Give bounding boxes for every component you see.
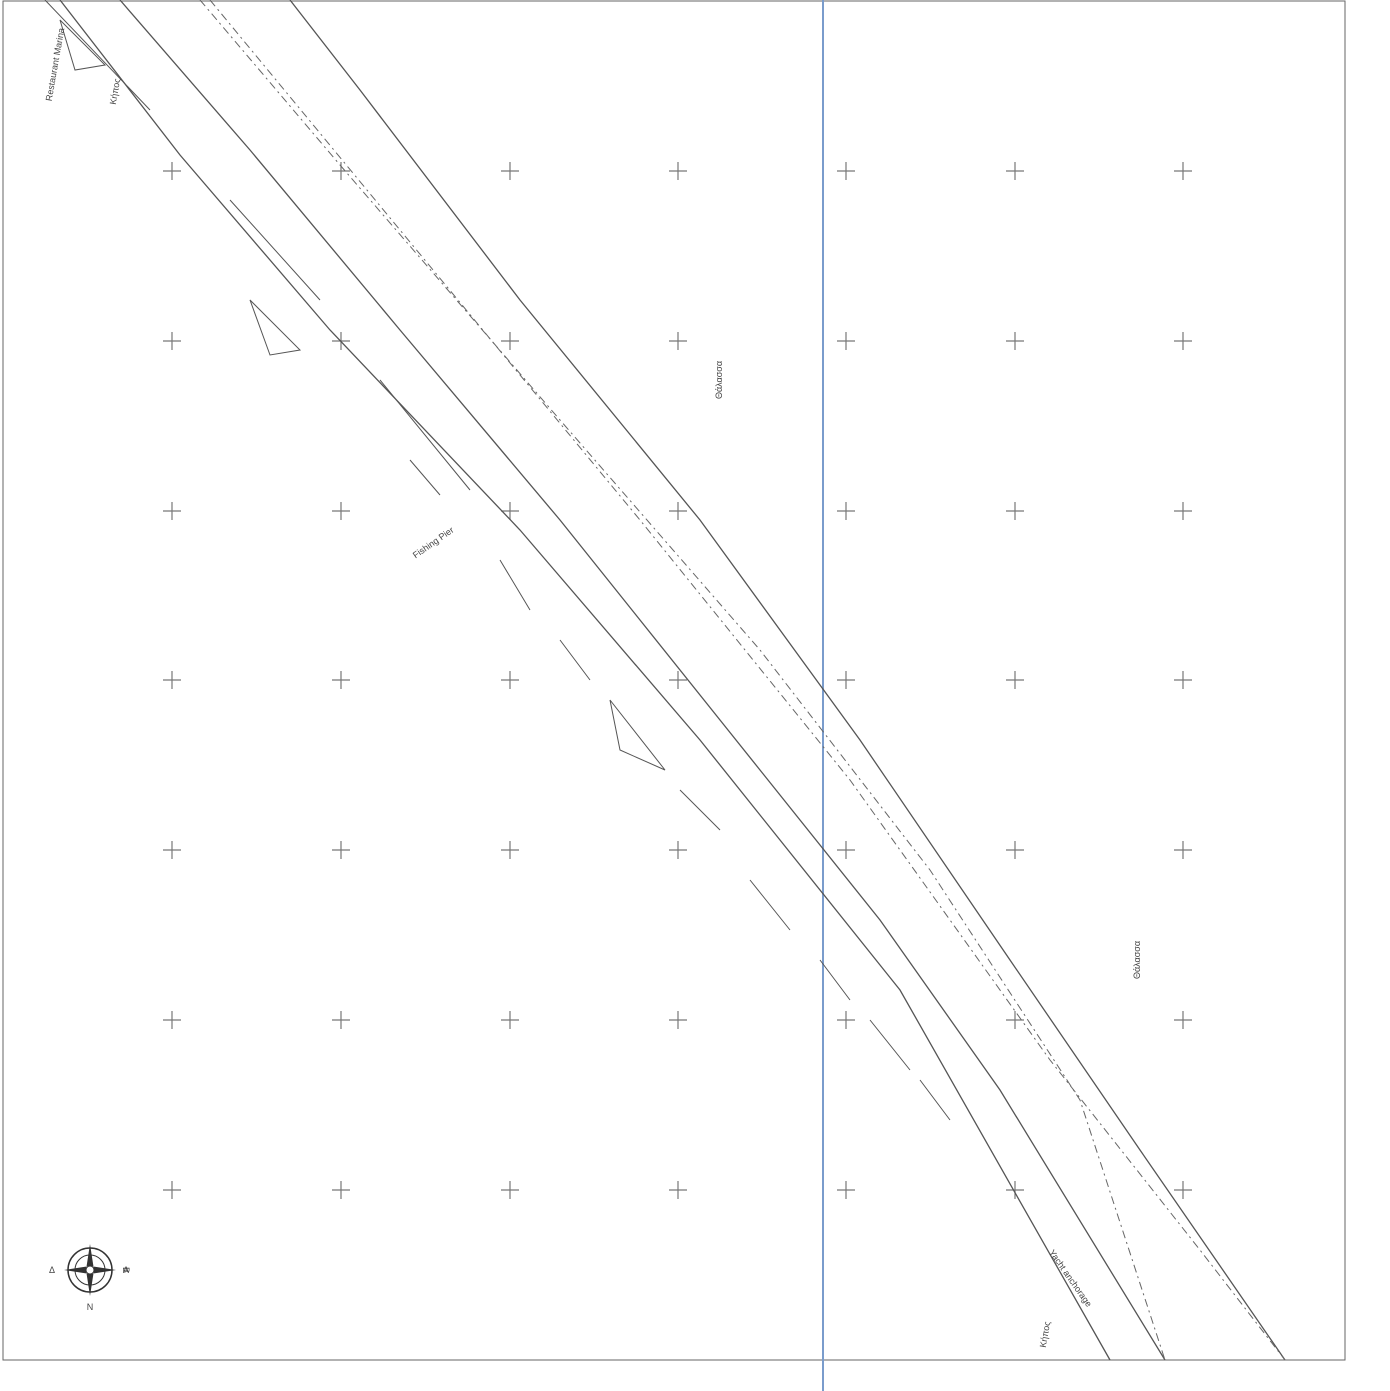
grid-cross (163, 841, 181, 859)
grid-cross (163, 1011, 181, 1029)
depth-contour (289, 0, 1286, 1361)
grid-cross (1174, 502, 1192, 520)
feature-label: Fishing Pier (411, 525, 456, 560)
boundary-line (209, 0, 1286, 1361)
grid-cross (332, 162, 350, 180)
grid-cross (163, 332, 181, 350)
grid-cross (669, 1011, 687, 1029)
compass-label: A (123, 1265, 129, 1275)
grid-cross (669, 332, 687, 350)
grid-cross (1174, 841, 1192, 859)
grid-cross (837, 841, 855, 859)
feature-label: Yacht anchorage (1047, 1248, 1094, 1309)
grid-cross (163, 1181, 181, 1199)
feature-label: Κήπος (1038, 1320, 1053, 1348)
feature-label: Restaurant Marina (44, 27, 67, 102)
grid-cross (501, 162, 519, 180)
grid-cross (501, 502, 519, 520)
grid-cross (1006, 671, 1024, 689)
grid-cross (837, 162, 855, 180)
grid-cross (501, 1011, 519, 1029)
grid-cross (669, 671, 687, 689)
grid-cross (837, 332, 855, 350)
grid-cross (1174, 1181, 1192, 1199)
compass-label: Δ (49, 1265, 55, 1275)
grid-cross (837, 671, 855, 689)
grid-cross (501, 671, 519, 689)
grid-cross (1174, 162, 1192, 180)
compass-label: B (121, 1267, 131, 1273)
grid-cross (669, 162, 687, 180)
grid-cross (1006, 162, 1024, 180)
grid-cross (163, 502, 181, 520)
shoreline (59, 0, 1111, 1361)
grid-cross (1006, 502, 1024, 520)
area-label: Θάλασσα (1132, 941, 1142, 979)
grid-cross (332, 1011, 350, 1029)
grid-cross (669, 841, 687, 859)
compass-rose: B A Δ N (49, 1244, 131, 1312)
grid-cross (163, 162, 181, 180)
quay-line (119, 0, 1166, 1361)
grid-cross (837, 1011, 855, 1029)
grid-cross (332, 671, 350, 689)
area-label: Θάλασσα (714, 361, 724, 399)
grid-cross (669, 1181, 687, 1199)
grid-cross (1174, 332, 1192, 350)
grid-cross (1174, 1011, 1192, 1029)
grid-cross (1006, 841, 1024, 859)
compass-label: N (87, 1302, 94, 1312)
grid-crosses (163, 162, 1192, 1199)
feature-label: Κήπος (108, 77, 123, 105)
grid-cross (669, 502, 687, 520)
grid-cross (332, 502, 350, 520)
structures (44, 0, 951, 1121)
grid-cross (1174, 671, 1192, 689)
grid-cross (501, 1181, 519, 1199)
grid-cross (163, 671, 181, 689)
map-frame (2, 0, 1346, 1361)
grid-cross (837, 502, 855, 520)
grid-cross (1006, 332, 1024, 350)
grid-cross (332, 841, 350, 859)
grid-cross (501, 841, 519, 859)
grid-cross (1006, 1181, 1024, 1199)
grid-cross (837, 1181, 855, 1199)
grid-cross (332, 1181, 350, 1199)
grid-cross (501, 332, 519, 350)
depth-contour (199, 0, 1166, 1361)
